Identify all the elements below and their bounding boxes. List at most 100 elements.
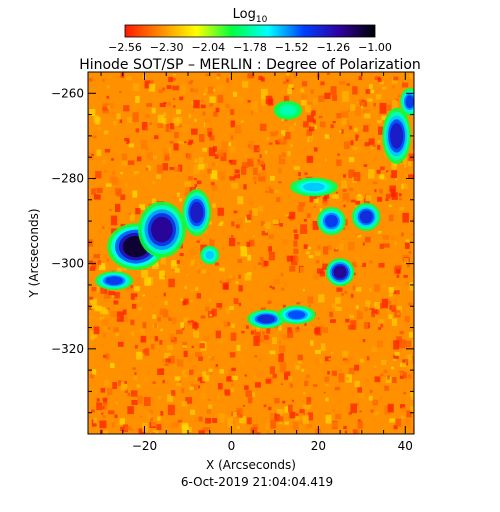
heatmap-grain [389, 293, 393, 297]
heatmap-grain [168, 356, 175, 364]
heatmap-grain [130, 213, 134, 217]
heatmap-grain [276, 416, 284, 422]
heatmap-grain [254, 355, 258, 358]
heatmap-grain [169, 333, 174, 340]
heatmap-grain [231, 375, 239, 381]
heatmap-grain [322, 263, 329, 270]
heatmap-grain [339, 130, 342, 133]
heatmap-grain [186, 274, 189, 277]
heatmap-grain [162, 380, 165, 384]
heatmap-grain [251, 157, 255, 162]
heatmap-grain [198, 416, 203, 422]
heatmap-grain [111, 317, 114, 320]
heatmap-grain [204, 336, 210, 341]
heatmap-grain [296, 302, 300, 305]
heatmap-grain [380, 373, 384, 377]
heatmap-grain [192, 365, 198, 373]
heatmap-grain [123, 105, 130, 112]
heatmap-grain [377, 145, 381, 150]
heatmap-grain [156, 174, 162, 179]
heatmap-grain [125, 183, 128, 186]
heatmap-grain [151, 107, 156, 114]
heatmap-grain [181, 424, 189, 434]
heatmap-grain [136, 384, 141, 388]
heatmap-region [182, 189, 211, 236]
heatmap-grain [412, 144, 414, 150]
heatmap-grain [225, 373, 228, 378]
heatmap-grain [362, 339, 366, 343]
heatmap-grain [391, 99, 398, 110]
heatmap-grain [392, 377, 397, 384]
heatmap-grain [301, 368, 305, 372]
heatmap-grain [361, 125, 364, 129]
y-tick-label: −260 [51, 86, 84, 100]
heatmap-grain [359, 410, 362, 413]
heatmap-grain [244, 228, 247, 233]
heatmap-grain [348, 242, 355, 251]
heatmap-grain [173, 166, 180, 173]
heatmap-grain [406, 359, 413, 369]
heatmap-grain [391, 236, 396, 240]
heatmap-grain [278, 325, 282, 331]
heatmap-grain [184, 181, 191, 192]
heatmap-grain [124, 426, 131, 431]
heatmap-grain [191, 110, 194, 113]
heatmap-grain [336, 287, 343, 292]
heatmap-grain [113, 292, 120, 299]
heatmap-grain [287, 327, 292, 333]
heatmap-grain [327, 311, 330, 313]
heatmap-grain [387, 375, 390, 380]
heatmap-grain [302, 288, 305, 292]
heatmap-grain [231, 235, 234, 238]
heatmap-grain [172, 116, 180, 127]
x-tick-label: 0 [228, 439, 236, 453]
heatmap-grain [89, 109, 96, 117]
heatmap-grain [348, 325, 355, 330]
heatmap-grain [324, 134, 330, 139]
heatmap-grain [167, 394, 174, 402]
heatmap-grain [189, 248, 196, 255]
colorbar [124, 24, 376, 38]
heatmap-grain [112, 382, 117, 389]
heatmap-grain [372, 399, 378, 406]
region-layer [151, 216, 173, 243]
heatmap-grain [153, 323, 158, 329]
heatmap-grain [265, 379, 271, 384]
heatmap-grain [351, 230, 357, 235]
heatmap-grain [201, 269, 207, 274]
heatmap-grain [157, 123, 164, 129]
heatmap-grain [102, 226, 105, 229]
heatmap-grain [221, 176, 225, 179]
heatmap-grain [216, 152, 220, 156]
heatmap-grain [257, 160, 265, 166]
heatmap-grain [389, 418, 396, 423]
heatmap-grain [142, 294, 145, 297]
heatmap-grain [302, 392, 306, 395]
heatmap-grain [119, 119, 123, 123]
heatmap-grain [269, 350, 276, 355]
heatmap-grain [392, 280, 395, 284]
heatmap-grain [346, 83, 350, 86]
heatmap-grain [193, 164, 200, 175]
heatmap-grain [313, 119, 316, 124]
heatmap-grain [352, 429, 360, 434]
x-tick-label: 40 [398, 439, 413, 453]
heatmap-grain [364, 198, 370, 205]
heatmap-grain [132, 190, 138, 198]
heatmap-grain [261, 88, 268, 100]
heatmap-grain [368, 89, 375, 94]
heatmap-grain [218, 383, 223, 390]
heatmap-grain [124, 388, 128, 393]
heatmap-grain [379, 396, 384, 402]
heatmap-grain [188, 80, 192, 85]
heatmap-grain [102, 106, 109, 111]
heatmap-grain [97, 127, 102, 131]
heatmap-grain [240, 120, 244, 123]
heatmap-grain [165, 123, 172, 132]
heatmap-grain [393, 162, 398, 167]
heatmap-grain [127, 117, 132, 123]
x-tick-label: 20 [311, 439, 326, 453]
heatmap-grain [326, 72, 330, 75]
heatmap-grain [323, 246, 329, 255]
heatmap-grain [378, 327, 382, 330]
